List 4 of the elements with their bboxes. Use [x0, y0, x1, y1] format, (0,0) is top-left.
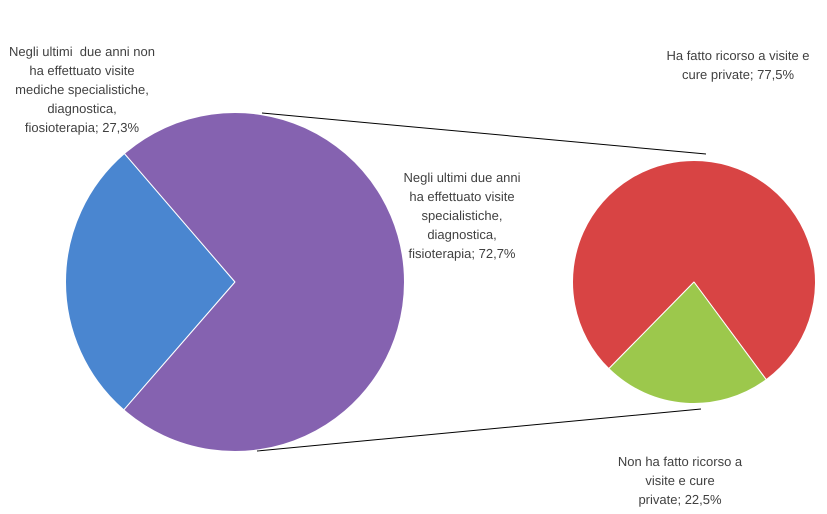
slice-label: Negli ultimi due anni ha effettuato visite specialistiche, diagnostica, fisioterapia; 72,7% [403, 170, 521, 262]
slice-label: Ha fatto ricorso a visite e cure private; 77,5% [666, 48, 810, 82]
slice-label: Negli ultimi due anni non ha effettuato visite mediche specialistiche, diagnostica, fiosioterapia; 27,3% [9, 44, 155, 136]
slice-label: Non ha fatto ricorso a visite e cure private; 22,5% [618, 454, 743, 508]
